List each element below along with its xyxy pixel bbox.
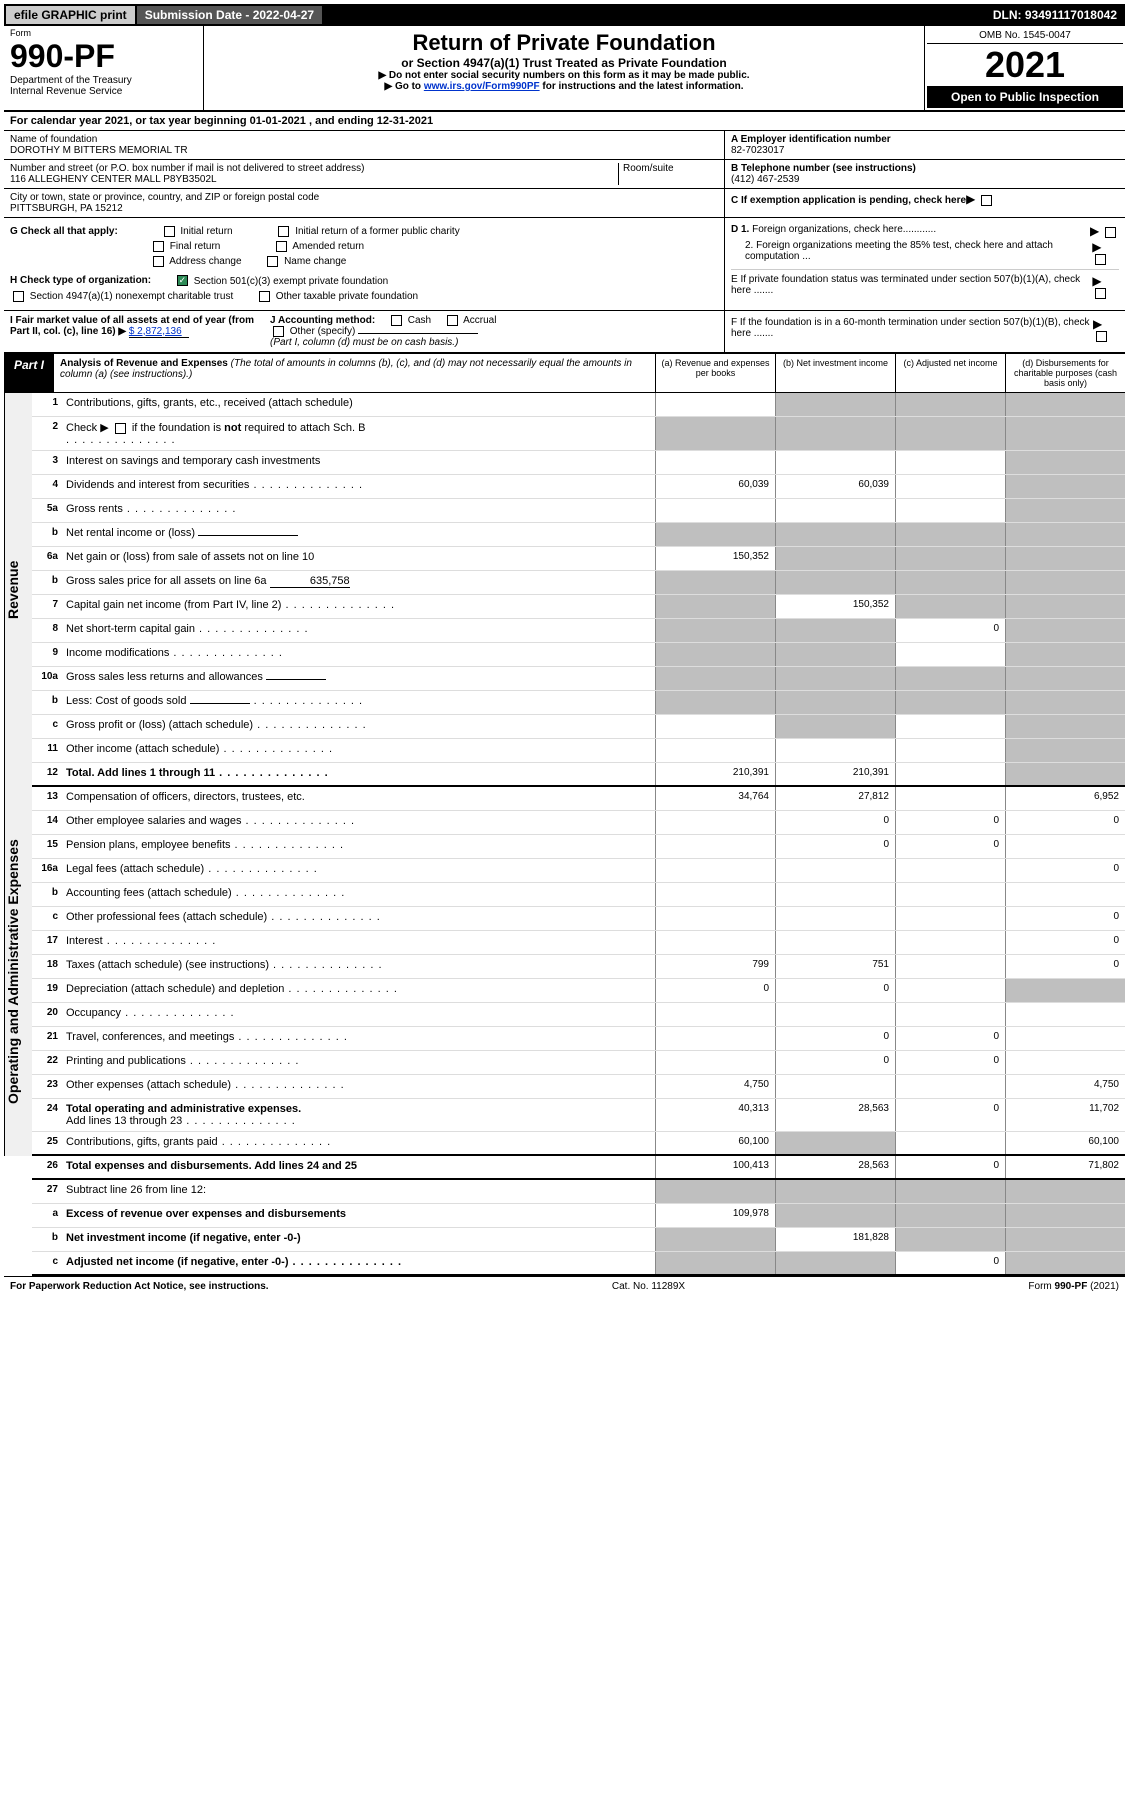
g-name-checkbox[interactable] (267, 256, 278, 267)
city-cell: City or town, state or province, country… (4, 189, 725, 217)
open-public-label: Open to Public Inspection (927, 86, 1123, 108)
gh-section: G Check all that apply: Initial return I… (4, 218, 725, 310)
omb-label: OMB No. 1545-0047 (927, 28, 1123, 44)
h-4947-checkbox[interactable] (13, 291, 24, 302)
title-box: Return of Private Foundation or Section … (204, 26, 925, 110)
calendar-year-row: For calendar year 2021, or tax year begi… (4, 112, 1125, 131)
j-accrual-checkbox[interactable] (447, 315, 458, 326)
d2-checkbox[interactable] (1095, 254, 1106, 265)
year-box: OMB No. 1545-0047 2021 Open to Public In… (925, 26, 1125, 110)
f-checkbox[interactable] (1096, 331, 1107, 342)
form-number: 990-PF (10, 38, 197, 75)
top-bar: efile GRAPHIC print Submission Date - 20… (4, 4, 1125, 26)
phone-cell: B Telephone number (see instructions) (4… (725, 160, 1125, 188)
f-section: F If the foundation is in a 60-month ter… (725, 311, 1125, 352)
cat-no-label: Cat. No. 11289X (612, 1281, 685, 1292)
g-initial-checkbox[interactable] (164, 226, 175, 237)
ein-cell: A Employer identification number 82-7023… (725, 131, 1125, 159)
dept-label: Department of the Treasury (10, 75, 197, 86)
form-ref-label: Form 990-PF (2021) (1028, 1281, 1119, 1292)
col-c-header: (c) Adjusted net income (895, 354, 1005, 392)
revenue-label: Revenue (4, 393, 32, 787)
g-initial-former-checkbox[interactable] (278, 226, 289, 237)
irs-label: Internal Revenue Service (10, 86, 197, 97)
form-box: Form 990-PF Department of the Treasury I… (4, 26, 204, 110)
col-b-header: (b) Net investment income (775, 354, 895, 392)
j-cash-checkbox[interactable] (391, 315, 402, 326)
form-label: Form (10, 28, 197, 38)
dln-label: DLN: 93491117018042 (987, 6, 1123, 24)
address-cell: Number and street (or P.O. box number if… (4, 160, 725, 188)
c-checkbox[interactable] (981, 195, 992, 206)
e-checkbox[interactable] (1095, 288, 1106, 299)
irs-link[interactable]: www.irs.gov/Form990PF (424, 81, 540, 92)
col-a-header: (a) Revenue and expenses per books (655, 354, 775, 392)
fmv-value[interactable]: $ 2,872,136 (129, 326, 189, 338)
note2: ▶ Go to www.irs.gov/Form990PF for instru… (208, 81, 920, 92)
d1-checkbox[interactable] (1105, 227, 1116, 238)
g-final-checkbox[interactable] (153, 241, 164, 252)
title-main: Return of Private Foundation (208, 30, 920, 56)
j-other-checkbox[interactable] (273, 326, 284, 337)
h-501c3-checkbox[interactable] (177, 275, 188, 286)
expenses-label: Operating and Administrative Expenses (4, 787, 32, 1156)
title-sub: or Section 4947(a)(1) Trust Treated as P… (208, 56, 920, 70)
part1-label: Part I (4, 354, 54, 392)
part1-title: Analysis of Revenue and Expenses (The to… (54, 354, 655, 392)
footer-row: For Paperwork Reduction Act Notice, see … (4, 1276, 1125, 1296)
year-label: 2021 (927, 44, 1123, 86)
name-cell: Name of foundation DOROTHY M BITTERS MEM… (4, 131, 725, 159)
g-amended-checkbox[interactable] (276, 241, 287, 252)
g-address-checkbox[interactable] (153, 256, 164, 267)
note1: ▶ Do not enter social security numbers o… (208, 70, 920, 81)
col-d-header: (d) Disbursements for charitable purpose… (1005, 354, 1125, 392)
def-section: D 1. Foreign organizations, check here..… (725, 218, 1125, 310)
c-cell: C If exemption application is pending, c… (725, 189, 1125, 217)
efile-print-button[interactable]: efile GRAPHIC print (6, 6, 135, 24)
schb-checkbox[interactable] (115, 423, 126, 434)
h-other-checkbox[interactable] (259, 291, 270, 302)
paperwork-label: For Paperwork Reduction Act Notice, see … (10, 1281, 269, 1292)
submission-date-label: Submission Date - 2022-04-27 (137, 6, 322, 24)
ij-section: I Fair market value of all assets at end… (4, 311, 725, 352)
